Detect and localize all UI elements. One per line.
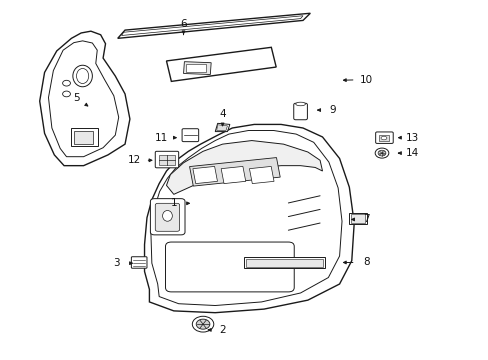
Circle shape <box>196 319 209 329</box>
Text: 7: 7 <box>363 215 369 224</box>
FancyBboxPatch shape <box>375 132 392 143</box>
Bar <box>192 166 217 184</box>
Polygon shape <box>118 13 310 39</box>
Circle shape <box>62 91 70 97</box>
Text: 10: 10 <box>359 75 372 85</box>
Circle shape <box>192 316 213 332</box>
FancyBboxPatch shape <box>131 257 147 268</box>
FancyBboxPatch shape <box>293 103 307 120</box>
Text: 11: 11 <box>155 133 168 143</box>
Text: 4: 4 <box>219 109 225 119</box>
Circle shape <box>377 150 385 156</box>
Bar <box>185 64 206 72</box>
Bar <box>159 155 174 165</box>
Bar <box>221 166 245 184</box>
Ellipse shape <box>380 136 386 140</box>
FancyBboxPatch shape <box>155 151 178 168</box>
Text: 9: 9 <box>328 105 335 115</box>
Text: 14: 14 <box>405 148 419 158</box>
FancyBboxPatch shape <box>155 203 179 231</box>
FancyBboxPatch shape <box>165 242 294 292</box>
Polygon shape <box>216 125 227 131</box>
Text: 5: 5 <box>73 93 80 103</box>
Text: 1: 1 <box>170 198 177 208</box>
Bar <box>378 135 388 141</box>
Polygon shape <box>40 31 130 166</box>
Polygon shape <box>166 140 322 194</box>
Bar <box>71 128 98 146</box>
Bar <box>189 158 280 186</box>
Text: 3: 3 <box>113 258 120 268</box>
Circle shape <box>374 148 388 158</box>
Bar <box>74 131 93 144</box>
Text: 6: 6 <box>180 19 186 29</box>
Circle shape <box>62 80 70 86</box>
Bar <box>245 258 323 267</box>
Polygon shape <box>348 213 366 225</box>
FancyBboxPatch shape <box>182 129 198 141</box>
Ellipse shape <box>295 102 305 106</box>
Bar <box>350 215 365 223</box>
Text: 13: 13 <box>405 133 419 143</box>
Polygon shape <box>215 123 229 132</box>
FancyBboxPatch shape <box>150 199 184 235</box>
Text: 2: 2 <box>219 325 225 335</box>
Polygon shape <box>166 47 276 81</box>
Text: 12: 12 <box>128 155 141 165</box>
Bar <box>183 62 211 75</box>
Polygon shape <box>144 125 353 313</box>
Polygon shape <box>244 257 325 268</box>
Ellipse shape <box>73 65 92 87</box>
Text: 8: 8 <box>363 257 369 267</box>
Bar <box>249 166 273 184</box>
Ellipse shape <box>162 211 172 221</box>
